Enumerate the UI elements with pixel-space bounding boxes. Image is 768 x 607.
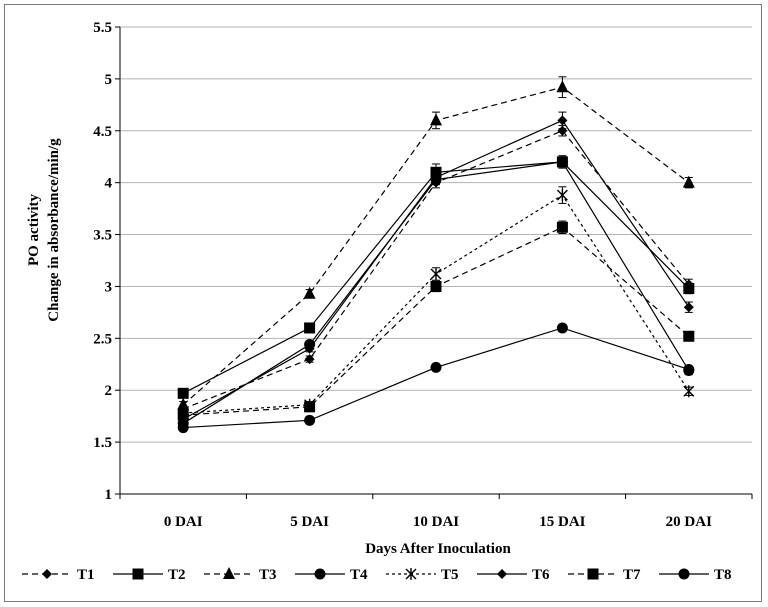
data-point-t4 [556, 322, 568, 334]
x-tick-label: 15 DAI [539, 514, 585, 530]
legend-item-t6: T6 [477, 567, 550, 583]
data-point-t8 [556, 156, 568, 168]
axes [119, 27, 752, 495]
series-line-t4 [183, 327, 689, 429]
legend-label: T7 [623, 567, 641, 583]
data-point-t8 [304, 339, 316, 351]
legend-marker-square [587, 568, 599, 580]
data-point-t2 [177, 387, 189, 399]
data-point-t5 [683, 385, 695, 398]
legend-marker-circle [314, 568, 326, 580]
y-axis-label-line-1: PO activity [26, 193, 42, 266]
x-axis-label: Days After Inoculation [365, 541, 511, 557]
y-tick-label: 3 [105, 279, 113, 295]
legend-item-t3: T3 [204, 567, 277, 583]
legend-label: T6 [532, 567, 550, 583]
x-tick-label: 20 DAI [666, 514, 712, 530]
y-tick-label: 1 [105, 487, 113, 503]
y-tick-label: 2.5 [93, 331, 112, 347]
legend-marker-circle [678, 568, 690, 580]
data-point-t3 [177, 397, 190, 410]
legend-label: T4 [350, 567, 368, 583]
legend-label: T2 [168, 567, 186, 583]
legend-item-t7: T7 [568, 567, 641, 583]
legend-label: T1 [77, 567, 95, 583]
data-point-t7 [556, 221, 568, 233]
series-line-t8 [182, 161, 690, 424]
y-tick-label: 1.5 [93, 435, 112, 451]
grid-lines [120, 26, 752, 443]
data-point-t8 [177, 417, 189, 429]
legend-marker-diamond [42, 569, 52, 579]
y-tick-label: 4 [105, 176, 113, 192]
series-line-t5 [183, 194, 690, 414]
x-tick-label: 10 DAI [413, 514, 459, 530]
legend-marker-square [132, 568, 144, 580]
legend-label: T3 [259, 567, 277, 583]
legend-item-t5: T5 [386, 567, 459, 583]
y-tick-labels: 1 1.5 2 2.5 3 3.5 4 4.5 5 5.5 [93, 20, 120, 503]
y-tick-label: 4.5 [93, 124, 112, 140]
x-tick-label: 0 DAI [164, 514, 203, 530]
y-tick-label: 2 [105, 383, 113, 399]
series-markers [177, 80, 695, 434]
data-point-t7 [430, 280, 442, 292]
y-axis-label-line-2: Change in absorbance/min/g [46, 138, 62, 322]
legend-marker-diamond [497, 569, 507, 579]
data-point-t7 [304, 401, 316, 413]
data-point-t3 [556, 80, 569, 93]
data-point-t5 [556, 189, 568, 202]
data-point-t7 [683, 330, 695, 342]
data-point-t2 [683, 283, 695, 295]
data-point-t1 [304, 354, 315, 365]
data-point-t4 [430, 361, 442, 373]
data-point-t8 [430, 174, 442, 186]
legend-marker-triangle [223, 567, 235, 579]
chart-frame [4, 4, 762, 602]
legend-label: T8 [714, 567, 732, 583]
data-point-t4 [304, 414, 316, 426]
series-lines [182, 86, 690, 429]
legend: T1 T2 T3 T4 T5 T6 T7 T8 [22, 567, 732, 583]
legend-marker-star [405, 568, 417, 580]
y-tick-label: 5.5 [93, 20, 112, 36]
data-point-t7 [177, 409, 189, 421]
y-tick-label: 3.5 [93, 228, 112, 244]
data-point-t1 [557, 125, 568, 136]
legend-label: T5 [441, 567, 459, 583]
data-point-t5 [430, 267, 442, 280]
legend-item-t8: T8 [659, 567, 732, 583]
data-point-t6 [683, 302, 694, 313]
error-bars [179, 76, 693, 431]
data-point-t8 [683, 365, 695, 377]
legend-item-t2: T2 [113, 567, 186, 583]
data-point-t6 [557, 115, 568, 126]
x-tick-label: 5 DAI [290, 514, 329, 530]
data-point-t2 [430, 166, 442, 178]
data-point-t2 [304, 322, 316, 334]
data-point-t3 [303, 286, 316, 299]
data-point-t3 [682, 175, 695, 188]
data-point-t3 [430, 113, 442, 126]
x-tick-labels: 0 DAI 5 DAI 10 DAI 15 DAI 20 DAI [119, 494, 753, 530]
y-tick-label: 5 [105, 72, 113, 88]
legend-item-t1: T1 [22, 567, 95, 583]
legend-item-t4: T4 [295, 567, 368, 583]
series-line-t7 [183, 226, 690, 416]
